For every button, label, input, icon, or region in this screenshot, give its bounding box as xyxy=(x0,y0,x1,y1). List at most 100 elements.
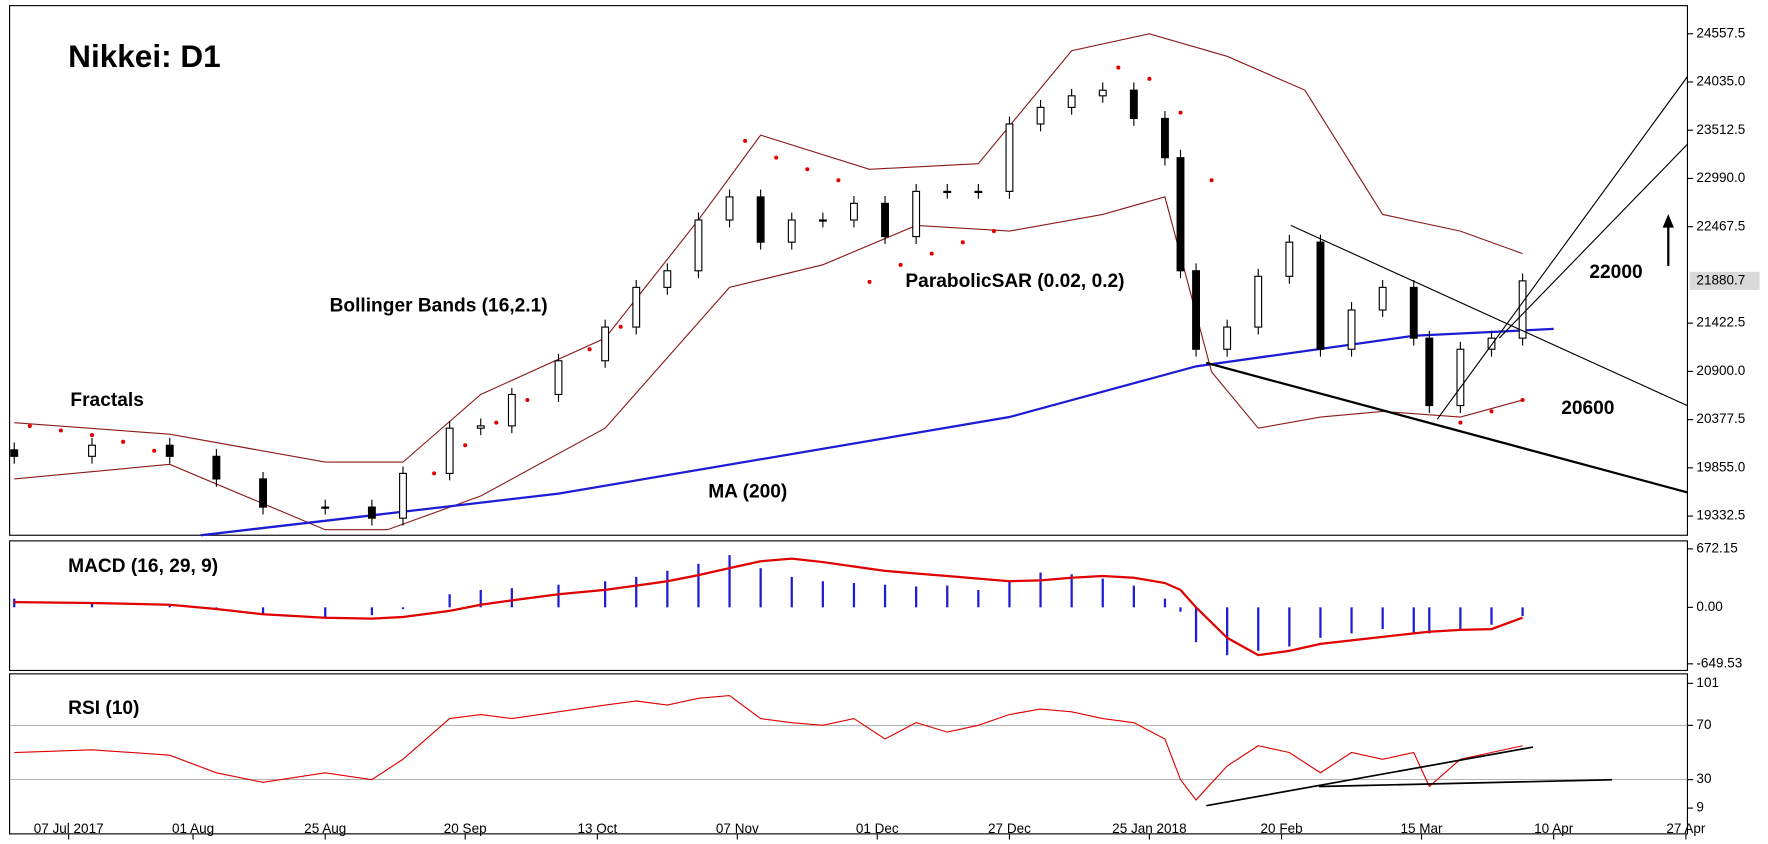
candle-body xyxy=(912,190,921,238)
moving-average xyxy=(200,327,1554,537)
candle-body xyxy=(212,455,221,480)
y-tick-label: 20900.0 xyxy=(1696,363,1745,378)
candle-body xyxy=(663,270,672,288)
candle-body xyxy=(818,219,827,222)
candle-body xyxy=(476,425,485,429)
candle-body xyxy=(1129,89,1138,120)
sar-dot xyxy=(1178,110,1183,115)
candle-body xyxy=(1487,337,1496,350)
sar-dot xyxy=(89,433,95,438)
sar-dot xyxy=(1489,409,1494,414)
sar-dot xyxy=(1147,76,1152,81)
bollinger-upper xyxy=(14,33,1523,463)
sar-dot xyxy=(152,448,157,453)
sar-dot xyxy=(494,420,499,425)
candle-body xyxy=(1036,106,1045,125)
candle-body xyxy=(787,219,796,243)
y-tick-label: 22467.5 xyxy=(1696,218,1745,233)
sar-dot xyxy=(618,324,623,329)
sar-dot xyxy=(463,443,468,448)
arrow-head xyxy=(1662,214,1674,228)
sar-label: ParabolicSAR (0.02, 0.2) xyxy=(905,271,1124,292)
sar-dot xyxy=(121,439,126,444)
x-tick-label: 07 Jul 2017 xyxy=(34,821,104,836)
y-tick-label: 24557.5 xyxy=(1696,25,1745,40)
x-tick-label: 25 Aug xyxy=(304,821,346,836)
sar-dot xyxy=(58,428,63,433)
candle-body xyxy=(632,286,641,328)
candle-body xyxy=(367,506,376,519)
x-tick-label: 20 Sep xyxy=(444,821,487,836)
level-label: 22000 xyxy=(1589,262,1642,283)
candle-body xyxy=(1378,286,1387,311)
x-tick-label: 10 Apr xyxy=(1534,821,1574,836)
y-tick-label: 19332.5 xyxy=(1696,508,1745,523)
sar-dot xyxy=(1116,65,1121,70)
rsi-panel xyxy=(9,673,1688,835)
sar-dot xyxy=(1209,178,1214,183)
candle-body xyxy=(165,444,174,457)
y-tick-label: 70 xyxy=(1696,717,1711,732)
sar-dot xyxy=(929,251,934,256)
y-tick-label: 21422.5 xyxy=(1696,315,1745,330)
candle-body xyxy=(1409,286,1418,339)
sar-dot xyxy=(743,138,748,143)
candle-body xyxy=(881,202,889,238)
y-tick-label: 101 xyxy=(1696,675,1719,690)
candle-body xyxy=(1254,275,1263,328)
candle-body xyxy=(725,196,734,221)
y-tick-label: 0.00 xyxy=(1696,599,1722,614)
candle-body xyxy=(850,202,858,221)
candle-body xyxy=(507,393,516,427)
macd-title: MACD (16, 29, 9) xyxy=(68,556,218,577)
candle-body xyxy=(1098,89,1107,97)
candle-body xyxy=(756,196,765,243)
candle-body xyxy=(259,478,267,508)
candle-body xyxy=(1425,337,1434,407)
candle-body xyxy=(1005,123,1014,192)
fractals-label: Fractals xyxy=(70,390,143,411)
macd-panel xyxy=(9,540,1688,672)
chart-title: Nikkei: D1 xyxy=(68,38,221,74)
candle-body xyxy=(554,360,563,396)
x-tick-label: 01 Aug xyxy=(172,821,214,836)
candle-body xyxy=(399,472,407,519)
bollinger-lower xyxy=(14,196,1523,531)
candle-body xyxy=(1347,309,1356,350)
candle-body xyxy=(10,449,19,457)
sar-dot xyxy=(432,471,437,476)
candle-body xyxy=(1285,241,1294,277)
sar-dot xyxy=(774,155,779,160)
sar-dot xyxy=(867,279,872,284)
candle-body xyxy=(601,326,610,362)
rsi-trend-line xyxy=(1318,778,1612,788)
rsi-title: RSI (10) xyxy=(68,698,139,719)
level-label: 20600 xyxy=(1561,398,1614,419)
x-tick-label: 01 Dec xyxy=(856,821,899,836)
price-label-box xyxy=(1689,271,1760,290)
channel-line xyxy=(1498,143,1688,339)
candle-body xyxy=(1067,95,1076,108)
candle-body xyxy=(943,190,952,194)
sar-dot xyxy=(27,424,32,429)
price-panel xyxy=(9,5,1688,536)
x-tick-label: 13 Oct xyxy=(577,821,617,836)
candle-body xyxy=(1223,326,1232,350)
macd-signal xyxy=(14,557,1523,657)
sar-dot xyxy=(1458,420,1463,425)
candle-body xyxy=(88,444,96,457)
trend-line xyxy=(1290,224,1688,407)
candle-body xyxy=(974,190,983,194)
x-tick-label: 15 Mar xyxy=(1400,821,1443,836)
sar-dot xyxy=(1520,397,1525,403)
x-tick-label: 25 Jan 2018 xyxy=(1112,821,1186,836)
candle-body xyxy=(694,219,703,272)
x-tick-label: 27 Dec xyxy=(988,821,1031,836)
y-tick-label: 19855.0 xyxy=(1696,459,1745,474)
candle-body xyxy=(1518,280,1527,339)
channel-line xyxy=(1436,76,1688,420)
y-tick-label: 24035.0 xyxy=(1696,74,1745,89)
sar-dot xyxy=(836,178,841,183)
